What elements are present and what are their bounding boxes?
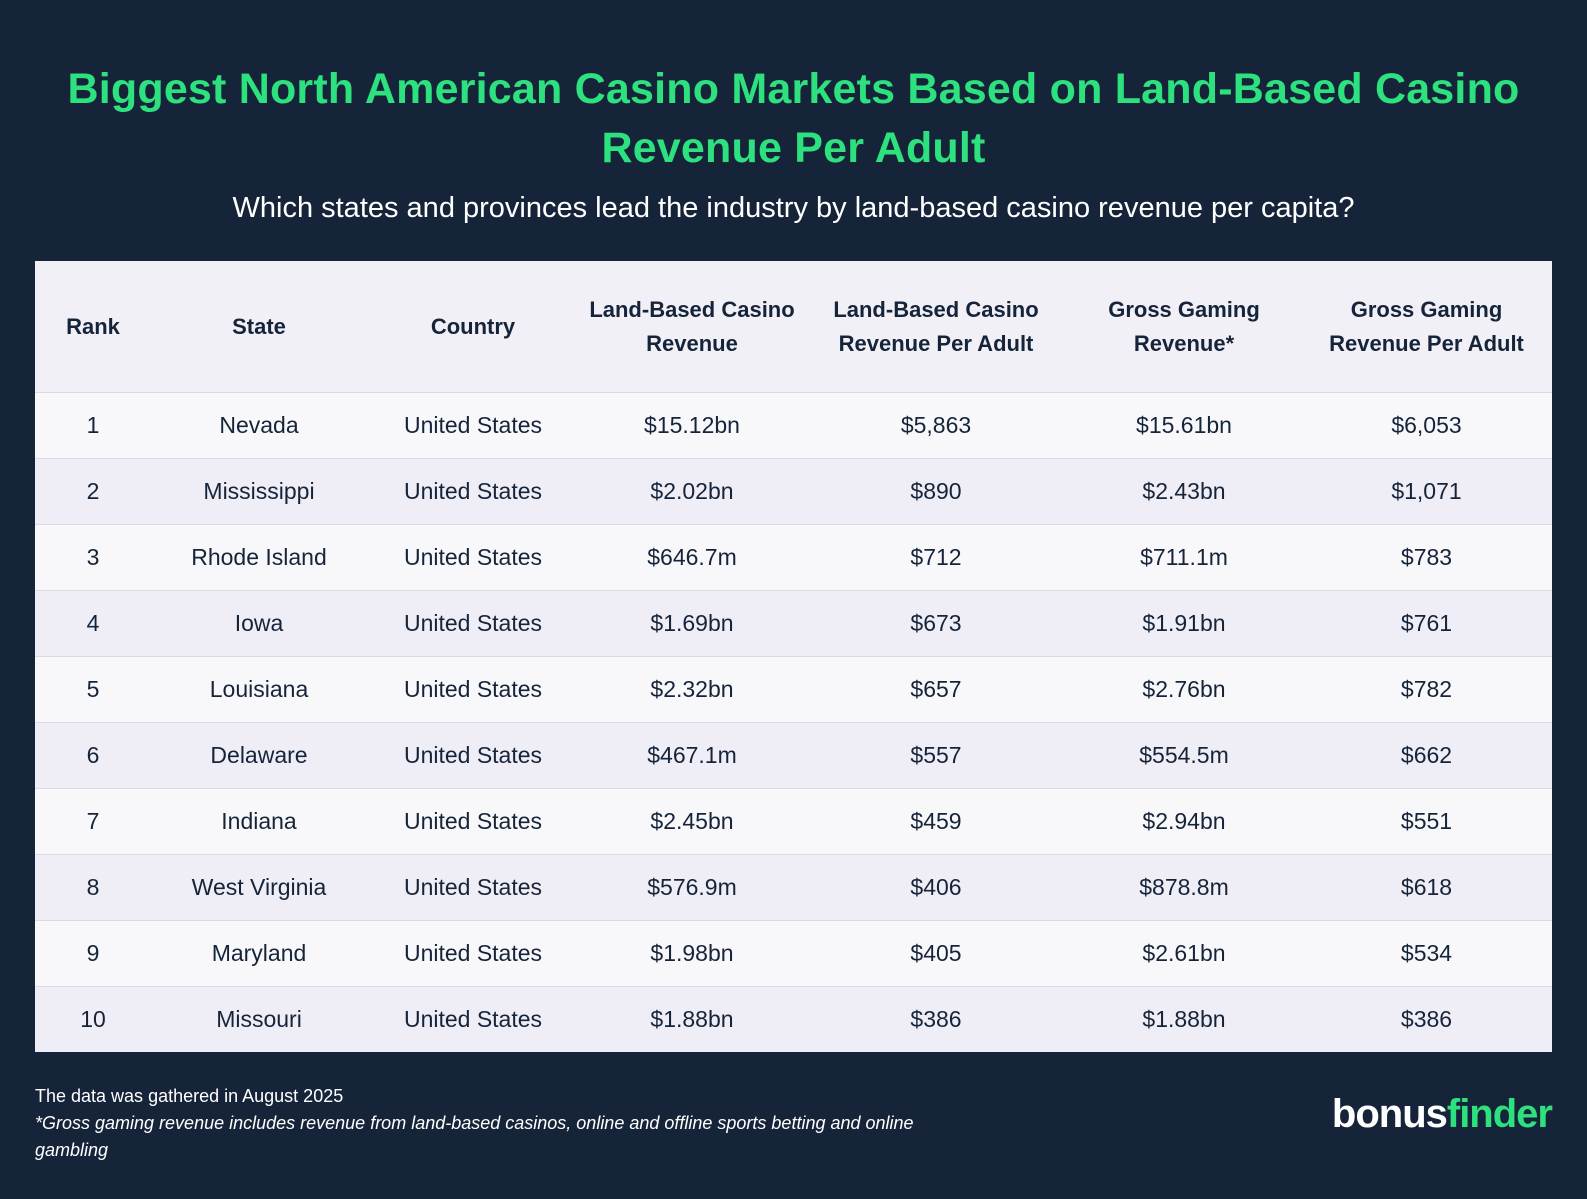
cell-country: United States bbox=[367, 524, 579, 591]
column-header-rank: Rank bbox=[35, 261, 151, 393]
cell-land-based-revenue: $1.88bn bbox=[579, 986, 805, 1052]
table-row: 6 Delaware United States $467.1m $557 $554.5m… bbox=[35, 722, 1552, 789]
table-row: 9 Maryland United States $1.98bn $405 $2.61bn… bbox=[35, 920, 1552, 987]
cell-gross-gaming-revenue-per-adult: $782 bbox=[1301, 656, 1552, 723]
source-note: The data was gathered in August 2025 bbox=[35, 1086, 344, 1106]
cell-gross-gaming-revenue-per-adult: $386 bbox=[1301, 986, 1552, 1052]
cell-state: Nevada bbox=[151, 392, 367, 459]
cell-state: Missouri bbox=[151, 986, 367, 1052]
cell-land-based-revenue-per-adult: $405 bbox=[805, 920, 1067, 987]
table-row: 3 Rhode Island United States $646.7m $712 $71… bbox=[35, 524, 1552, 591]
cell-gross-gaming-revenue: $1.88bn bbox=[1067, 986, 1301, 1052]
cell-gross-gaming-revenue: $1.91bn bbox=[1067, 590, 1301, 657]
cell-land-based-revenue: $15.12bn bbox=[579, 392, 805, 459]
cell-state: Delaware bbox=[151, 722, 367, 789]
cell-land-based-revenue-per-adult: $459 bbox=[805, 788, 1067, 855]
cell-land-based-revenue: $2.45bn bbox=[579, 788, 805, 855]
cell-land-based-revenue-per-adult: $406 bbox=[805, 854, 1067, 921]
gross-revenue-note: *Gross gaming revenue includes revenue f… bbox=[35, 1113, 914, 1160]
cell-gross-gaming-revenue: $2.94bn bbox=[1067, 788, 1301, 855]
bonusfinder-logo: bonusfinder bbox=[1331, 1090, 1553, 1138]
cell-gross-gaming-revenue-per-adult: $783 bbox=[1301, 524, 1552, 591]
table-header-row: Rank State Country Land-Based Casino Revenu… bbox=[35, 261, 1552, 393]
cell-rank: 6 bbox=[35, 722, 151, 789]
cell-gross-gaming-revenue-per-adult: $534 bbox=[1301, 920, 1552, 987]
cell-land-based-revenue: $1.98bn bbox=[579, 920, 805, 987]
table-body: 1 Nevada United States $15.12bn $5,863 $15.61… bbox=[35, 392, 1552, 1052]
cell-state: Iowa bbox=[151, 590, 367, 657]
table-row: 10 Missouri United States $1.88bn $386 $1.88b… bbox=[35, 986, 1552, 1052]
cell-land-based-revenue-per-adult: $712 bbox=[805, 524, 1067, 591]
cell-gross-gaming-revenue: $2.76bn bbox=[1067, 656, 1301, 723]
cell-gross-gaming-revenue: $711.1m bbox=[1067, 524, 1301, 591]
cell-land-based-revenue-per-adult: $657 bbox=[805, 656, 1067, 723]
cell-country: United States bbox=[367, 656, 579, 723]
cell-rank: 8 bbox=[35, 854, 151, 921]
cell-country: United States bbox=[367, 590, 579, 657]
cell-land-based-revenue-per-adult: $890 bbox=[805, 458, 1067, 525]
logo-word-bonus: bonus bbox=[1331, 1092, 1448, 1136]
cell-rank: 4 bbox=[35, 590, 151, 657]
cell-state: Rhode Island bbox=[151, 524, 367, 591]
cell-gross-gaming-revenue-per-adult: $6,053 bbox=[1301, 392, 1552, 459]
footnote: The data was gathered in August 2025 *Gr… bbox=[35, 1083, 915, 1164]
chart-subtitle: Which states and provinces lead the indu… bbox=[232, 192, 1355, 224]
table-row: 7 Indiana United States $2.45bn $459 $2.94bn $… bbox=[35, 788, 1552, 855]
revenue-table: Rank State Country Land-Based Casino Revenu… bbox=[35, 261, 1552, 1052]
table-row: 1 Nevada United States $15.12bn $5,863 $15.61… bbox=[35, 392, 1552, 459]
cell-gross-gaming-revenue: $15.61bn bbox=[1067, 392, 1301, 459]
cell-country: United States bbox=[367, 920, 579, 987]
cell-land-based-revenue: $646.7m bbox=[579, 524, 805, 591]
cell-rank: 5 bbox=[35, 656, 151, 723]
cell-land-based-revenue: $1.69bn bbox=[579, 590, 805, 657]
cell-gross-gaming-revenue-per-adult: $1,071 bbox=[1301, 458, 1552, 525]
cell-gross-gaming-revenue: $2.61bn bbox=[1067, 920, 1301, 987]
cell-gross-gaming-revenue: $554.5m bbox=[1067, 722, 1301, 789]
cell-land-based-revenue-per-adult: $673 bbox=[805, 590, 1067, 657]
cell-land-based-revenue-per-adult: $5,863 bbox=[805, 392, 1067, 459]
column-header-state: State bbox=[151, 261, 367, 393]
cell-gross-gaming-revenue-per-adult: $662 bbox=[1301, 722, 1552, 789]
cell-land-based-revenue: $2.32bn bbox=[579, 656, 805, 723]
cell-country: United States bbox=[367, 392, 579, 459]
cell-rank: 1 bbox=[35, 392, 151, 459]
table-row: 2 Mississippi United States $2.02bn $890 $2.4… bbox=[35, 458, 1552, 525]
cell-gross-gaming-revenue: $878.8m bbox=[1067, 854, 1301, 921]
cell-land-based-revenue-per-adult: $386 bbox=[805, 986, 1067, 1052]
cell-country: United States bbox=[367, 854, 579, 921]
cell-state: Mississippi bbox=[151, 458, 367, 525]
column-header-land-based-revenue-per-adult: Land-Based Casino Revenue Per Adult bbox=[805, 261, 1067, 393]
cell-gross-gaming-revenue-per-adult: $618 bbox=[1301, 854, 1552, 921]
column-header-gross-gaming-revenue: Gross Gaming Revenue* bbox=[1067, 261, 1301, 393]
cell-state: West Virginia bbox=[151, 854, 367, 921]
cell-land-based-revenue: $2.02bn bbox=[579, 458, 805, 525]
cell-rank: 9 bbox=[35, 920, 151, 987]
cell-rank: 2 bbox=[35, 458, 151, 525]
table-row: 4 Iowa United States $1.69bn $673 $1.91bn $761 bbox=[35, 590, 1552, 657]
cell-state: Indiana bbox=[151, 788, 367, 855]
table-row: 5 Louisiana United States $2.32bn $657 $2.76b… bbox=[35, 656, 1552, 723]
cell-country: United States bbox=[367, 722, 579, 789]
cell-land-based-revenue-per-adult: $557 bbox=[805, 722, 1067, 789]
cell-country: United States bbox=[367, 986, 579, 1052]
cell-rank: 3 bbox=[35, 524, 151, 591]
cell-rank: 7 bbox=[35, 788, 151, 855]
cell-land-based-revenue: $576.9m bbox=[579, 854, 805, 921]
cell-state: Maryland bbox=[151, 920, 367, 987]
column-header-country: Country bbox=[367, 261, 579, 393]
chart-title: Biggest North American Casino Markets Ba… bbox=[67, 65, 1520, 172]
cell-gross-gaming-revenue: $2.43bn bbox=[1067, 458, 1301, 525]
cell-country: United States bbox=[367, 788, 579, 855]
cell-gross-gaming-revenue-per-adult: $551 bbox=[1301, 788, 1552, 855]
column-header-gross-gaming-revenue-per-adult: Gross Gaming Revenue Per Adult bbox=[1301, 261, 1552, 393]
cell-land-based-revenue: $467.1m bbox=[579, 722, 805, 789]
table-row: 8 West Virginia United States $576.9m $406 $8… bbox=[35, 854, 1552, 921]
cell-gross-gaming-revenue-per-adult: $761 bbox=[1301, 590, 1552, 657]
logo-word-finder: finder bbox=[1446, 1092, 1553, 1136]
cell-country: United States bbox=[367, 458, 579, 525]
cell-rank: 10 bbox=[35, 986, 151, 1052]
cell-state: Louisiana bbox=[151, 656, 367, 723]
column-header-land-based-revenue: Land-Based Casino Revenue bbox=[579, 261, 805, 393]
